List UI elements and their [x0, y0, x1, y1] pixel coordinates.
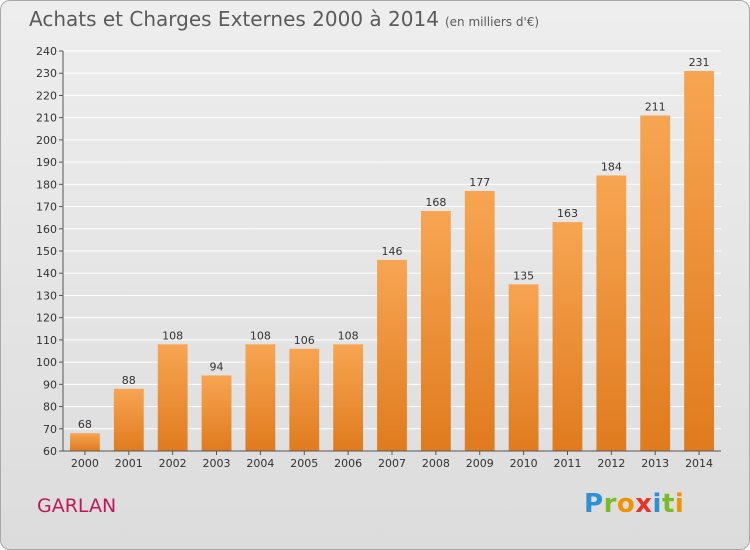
bar-2010	[508, 284, 539, 451]
y-tick-label: 200	[36, 134, 57, 147]
x-tick-label-2002: 2002	[159, 457, 187, 470]
x-tick-label-2010: 2010	[510, 457, 538, 470]
data-label-2010: 135	[513, 269, 534, 282]
logo-letter: o	[616, 489, 636, 519]
x-tick-label-2005: 2005	[290, 457, 318, 470]
bar-2002	[157, 344, 188, 451]
y-tick-label: 90	[43, 378, 57, 391]
data-label-2007: 146	[382, 245, 403, 258]
data-label-2001: 88	[122, 374, 136, 387]
bar-2007	[377, 259, 407, 451]
logo-letter: i	[674, 489, 685, 519]
logo-letter: x	[635, 489, 653, 519]
data-label-2005: 106	[294, 334, 315, 347]
bar-2006	[333, 344, 364, 451]
x-tick-label-2003: 2003	[203, 457, 231, 470]
y-tick-label: 120	[36, 312, 57, 325]
bar-2008	[420, 211, 451, 451]
logo-letter: i	[652, 489, 662, 519]
x-tick-label-2012: 2012	[597, 457, 625, 470]
x-tick-label-2008: 2008	[422, 457, 450, 470]
logo-letter: t	[661, 489, 675, 519]
data-label-2011: 163	[557, 207, 578, 220]
y-tick-label: 180	[36, 178, 57, 191]
x-tick-label-2000: 2000	[71, 457, 99, 470]
bar-2000	[70, 433, 100, 451]
bar-2011	[552, 222, 583, 451]
y-tick-label: 210	[36, 112, 57, 125]
bar-2001	[113, 388, 144, 451]
x-tick-label-2007: 2007	[378, 457, 406, 470]
bar-2013	[640, 115, 671, 451]
y-tick-label: 70	[43, 423, 57, 436]
proxiti-logo: Proxiti	[584, 489, 684, 519]
data-label-2009: 177	[469, 176, 490, 189]
y-tick-label: 60	[43, 445, 57, 458]
x-tick-label-2009: 2009	[466, 457, 494, 470]
x-tick-label-2014: 2014	[685, 457, 713, 470]
data-label-2002: 108	[162, 329, 183, 342]
x-tick-label-2011: 2011	[553, 457, 581, 470]
x-tick-label-2001: 2001	[115, 457, 143, 470]
data-label-2008: 168	[425, 196, 446, 209]
place-name: GARLAN	[37, 495, 117, 517]
y-tick-label: 190	[36, 156, 57, 169]
chart-subtitle: (en milliers d'€)	[444, 15, 540, 29]
axes: 60 70 80 90 100 110 120 130 140 150 160 170 180 190 20…	[36, 45, 721, 470]
data-label-2000: 68	[78, 418, 92, 431]
x-tick-label-2006: 2006	[334, 457, 362, 470]
logo-letter: r	[603, 489, 617, 519]
y-tick-label: 220	[36, 89, 57, 102]
y-tick-label: 160	[36, 223, 57, 236]
chart-title: Achats et Charges Externes 2000 à 2014 (e…	[29, 7, 539, 31]
y-tick-label: 80	[43, 401, 57, 414]
data-labels: 68 88 108 94 108 106 108 146 168 177 135 163 184 211 2…	[78, 56, 710, 431]
data-label-2013: 211	[645, 100, 666, 113]
y-tick-label: 110	[36, 334, 57, 347]
y-tick-label: 100	[36, 356, 57, 369]
bar-2012	[596, 175, 627, 451]
y-tick-label: 150	[36, 245, 57, 258]
logo-letter: P	[584, 489, 604, 519]
y-tick-label: 170	[36, 201, 57, 214]
bar-2009	[464, 191, 495, 451]
data-label-2012: 184	[601, 160, 622, 173]
bar-2004	[245, 344, 276, 451]
x-tick-label-2004: 2004	[246, 457, 274, 470]
x-tick-label-2013: 2013	[641, 457, 669, 470]
data-label-2006: 108	[338, 329, 359, 342]
bar-2005	[289, 348, 320, 451]
bars	[70, 71, 714, 451]
y-tick-label: 230	[36, 67, 57, 80]
chart-title-text: Achats et Charges Externes 2000 à 2014	[29, 7, 439, 31]
data-label-2014: 231	[689, 56, 710, 69]
y-tick-label: 240	[36, 45, 57, 58]
data-label-2003: 94	[210, 360, 224, 373]
bar-2003	[201, 375, 232, 451]
data-label-2004: 108	[250, 329, 271, 342]
y-tick-label: 140	[36, 267, 57, 280]
y-tick-label: 130	[36, 289, 57, 302]
bar-2014	[684, 71, 714, 451]
